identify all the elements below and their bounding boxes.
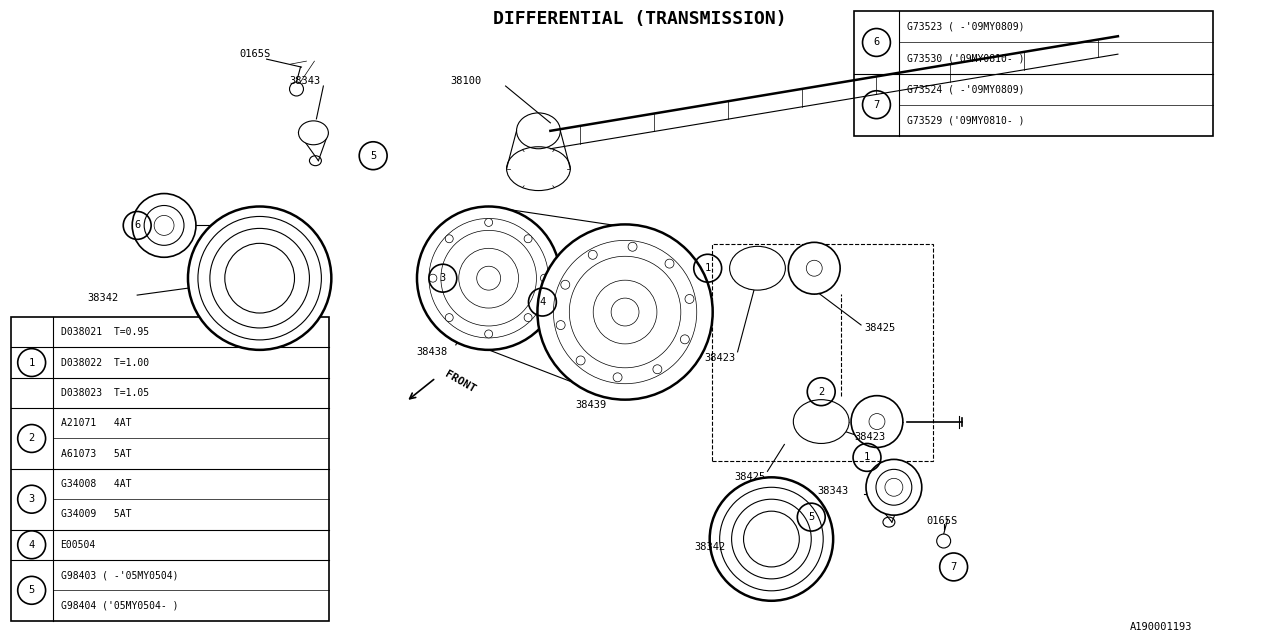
Text: FRONT: FRONT bbox=[443, 369, 477, 394]
Ellipse shape bbox=[417, 207, 561, 350]
Ellipse shape bbox=[524, 314, 532, 321]
Ellipse shape bbox=[445, 235, 453, 243]
Text: E00504: E00504 bbox=[60, 540, 96, 550]
Ellipse shape bbox=[937, 534, 951, 548]
Ellipse shape bbox=[540, 274, 548, 282]
Text: 7: 7 bbox=[873, 100, 879, 109]
Ellipse shape bbox=[561, 280, 570, 289]
Text: 1: 1 bbox=[704, 263, 710, 273]
Ellipse shape bbox=[788, 243, 840, 294]
Text: 4: 4 bbox=[28, 540, 35, 550]
Text: A21071   4AT: A21071 4AT bbox=[60, 419, 131, 428]
Text: G34008   4AT: G34008 4AT bbox=[60, 479, 131, 489]
Text: 0165S: 0165S bbox=[239, 49, 271, 59]
Ellipse shape bbox=[188, 207, 332, 350]
Text: 5: 5 bbox=[370, 150, 376, 161]
Ellipse shape bbox=[628, 243, 637, 252]
Text: 38425: 38425 bbox=[735, 472, 765, 483]
Text: 38342: 38342 bbox=[695, 542, 726, 552]
Text: G98404 ('05MY0504- ): G98404 ('05MY0504- ) bbox=[60, 600, 178, 611]
Text: 5: 5 bbox=[28, 586, 35, 595]
Text: 6: 6 bbox=[134, 220, 141, 230]
Ellipse shape bbox=[298, 121, 329, 145]
Ellipse shape bbox=[538, 225, 713, 399]
Text: G98403 ( -'05MY0504): G98403 ( -'05MY0504) bbox=[60, 570, 178, 580]
Text: A61073   5AT: A61073 5AT bbox=[60, 449, 131, 459]
Ellipse shape bbox=[794, 399, 849, 444]
Text: 4: 4 bbox=[539, 297, 545, 307]
Ellipse shape bbox=[557, 321, 566, 330]
FancyBboxPatch shape bbox=[854, 12, 1212, 136]
Ellipse shape bbox=[524, 235, 532, 243]
Text: 38423: 38423 bbox=[854, 433, 886, 442]
Text: G73530 ('09MY0810- ): G73530 ('09MY0810- ) bbox=[906, 53, 1024, 63]
Text: G73529 ('09MY0810- ): G73529 ('09MY0810- ) bbox=[906, 115, 1024, 125]
Text: 5: 5 bbox=[808, 512, 814, 522]
Ellipse shape bbox=[429, 274, 436, 282]
Text: 7: 7 bbox=[951, 562, 956, 572]
Text: 1: 1 bbox=[28, 358, 35, 367]
Ellipse shape bbox=[681, 335, 690, 344]
Text: 6: 6 bbox=[873, 38, 879, 47]
Ellipse shape bbox=[589, 250, 598, 259]
Text: 38343: 38343 bbox=[289, 76, 321, 86]
Text: D038021  T=0.95: D038021 T=0.95 bbox=[60, 327, 148, 337]
Text: 3: 3 bbox=[440, 273, 445, 283]
Text: 38343: 38343 bbox=[817, 486, 849, 496]
Text: G34009   5AT: G34009 5AT bbox=[60, 509, 131, 520]
Text: DIFFERENTIAL (TRANSMISSION): DIFFERENTIAL (TRANSMISSION) bbox=[493, 10, 787, 28]
Text: 38342: 38342 bbox=[87, 293, 119, 303]
Ellipse shape bbox=[445, 314, 453, 321]
Ellipse shape bbox=[872, 485, 902, 509]
Ellipse shape bbox=[613, 373, 622, 382]
Text: 1: 1 bbox=[864, 452, 870, 463]
Ellipse shape bbox=[730, 246, 786, 290]
Ellipse shape bbox=[653, 365, 662, 374]
Text: 38423: 38423 bbox=[705, 353, 736, 363]
Text: 38439: 38439 bbox=[575, 399, 607, 410]
Text: 2: 2 bbox=[28, 433, 35, 444]
Text: 0165S: 0165S bbox=[927, 516, 957, 526]
Text: 38438: 38438 bbox=[416, 347, 447, 357]
Text: 38427: 38427 bbox=[566, 253, 596, 263]
Text: 3: 3 bbox=[28, 494, 35, 504]
Text: D038022  T=1.00: D038022 T=1.00 bbox=[60, 358, 148, 367]
Ellipse shape bbox=[851, 396, 902, 447]
Ellipse shape bbox=[485, 330, 493, 338]
Ellipse shape bbox=[132, 193, 196, 257]
Text: 2: 2 bbox=[818, 387, 824, 397]
Text: G73524 ( -'09MY0809): G73524 ( -'09MY0809) bbox=[906, 84, 1024, 94]
FancyBboxPatch shape bbox=[10, 317, 329, 621]
Ellipse shape bbox=[485, 218, 493, 227]
Text: 38425: 38425 bbox=[864, 323, 895, 333]
Ellipse shape bbox=[867, 460, 922, 515]
Ellipse shape bbox=[709, 477, 833, 601]
Text: 38100: 38100 bbox=[451, 76, 481, 86]
Text: D038023  T=1.05: D038023 T=1.05 bbox=[60, 388, 148, 398]
Text: G73523 ( -'09MY0809): G73523 ( -'09MY0809) bbox=[906, 22, 1024, 32]
Ellipse shape bbox=[576, 356, 585, 365]
Ellipse shape bbox=[666, 259, 675, 268]
Ellipse shape bbox=[289, 82, 303, 96]
Ellipse shape bbox=[685, 294, 694, 303]
Text: A190001193: A190001193 bbox=[1130, 621, 1193, 632]
